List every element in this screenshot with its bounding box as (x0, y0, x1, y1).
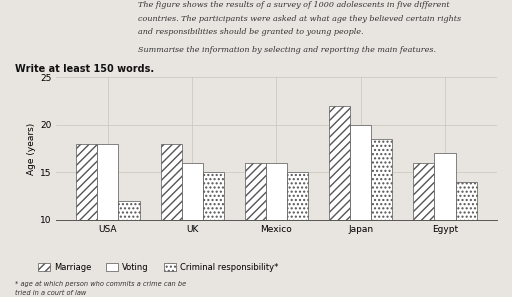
Bar (435, 153, 456, 297)
Text: tried in a court of law: tried in a court of law (15, 290, 87, 296)
Bar (413, 163, 435, 297)
Text: Summarise the information by selecting and reporting the main features.: Summarise the information by selecting a… (138, 46, 436, 54)
Bar (350, 125, 371, 297)
Bar (161, 144, 182, 297)
Bar (203, 172, 224, 297)
Bar (76, 144, 97, 297)
Y-axis label: Age (years): Age (years) (27, 122, 36, 175)
Text: and responsibilities should be granted to young people.: and responsibilities should be granted t… (138, 28, 364, 36)
Text: countries. The participants were asked at what age they believed certain rights: countries. The participants were asked a… (138, 15, 461, 23)
Bar (371, 139, 392, 297)
Legend: Marriage, Voting, Criminal responsibility*: Marriage, Voting, Criminal responsibilit… (35, 259, 282, 275)
Bar (97, 144, 118, 297)
Bar (118, 201, 140, 297)
Bar (245, 163, 266, 297)
Bar (266, 163, 287, 297)
Text: Write at least 150 words.: Write at least 150 words. (15, 64, 155, 74)
Bar (329, 106, 350, 297)
Bar (456, 182, 477, 297)
Text: * age at which person who commits a crime can be: * age at which person who commits a crim… (15, 281, 186, 287)
Text: The figure shows the results of a survey of 1000 adolescents in five different: The figure shows the results of a survey… (138, 1, 450, 10)
Bar (287, 172, 308, 297)
Bar (182, 163, 203, 297)
